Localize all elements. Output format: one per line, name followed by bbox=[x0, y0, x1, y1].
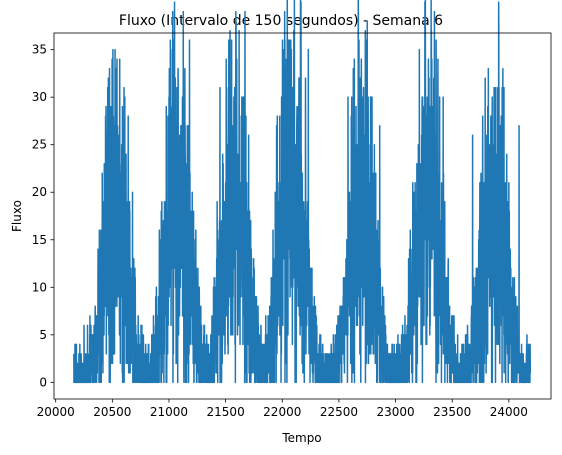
x-axis-label: Tempo bbox=[281, 431, 321, 445]
y-tick-label: 15 bbox=[32, 233, 47, 247]
y-tick-label: 25 bbox=[32, 138, 47, 152]
chart-title: Fluxo (Intervalo de 150 segundos) - Sema… bbox=[119, 13, 443, 29]
y-tick-label: 30 bbox=[32, 90, 47, 104]
y-tick-label: 20 bbox=[32, 185, 47, 199]
x-tick-label: 24000 bbox=[490, 405, 528, 419]
x-tick-label: 20500 bbox=[93, 405, 131, 419]
x-tick-label: 22000 bbox=[263, 405, 301, 419]
y-axis-label: Fluxo bbox=[10, 200, 24, 232]
y-tick-label: 10 bbox=[32, 280, 47, 294]
y-tick-label: 5 bbox=[39, 328, 47, 342]
y-tick-label: 0 bbox=[39, 375, 47, 389]
x-tick-label: 21000 bbox=[150, 405, 188, 419]
plot-area-frame bbox=[53, 32, 552, 400]
x-tick-label: 22500 bbox=[320, 405, 358, 419]
x-tick-label: 21500 bbox=[207, 405, 245, 419]
series-layer bbox=[73, 0, 532, 384]
x-tick-label: 23500 bbox=[433, 405, 471, 419]
x-tick-label: 20000 bbox=[37, 405, 75, 419]
y-tick-label: 35 bbox=[32, 43, 47, 57]
x-axis: 20000 20500 21000 21500 22000 22500 23000 23500… bbox=[37, 399, 528, 419]
y-axis: 0 5 10 15 20 25 30 35 bbox=[32, 43, 54, 389]
x-tick-label: 23000 bbox=[376, 405, 414, 419]
series-line-fluxo bbox=[73, 0, 532, 384]
